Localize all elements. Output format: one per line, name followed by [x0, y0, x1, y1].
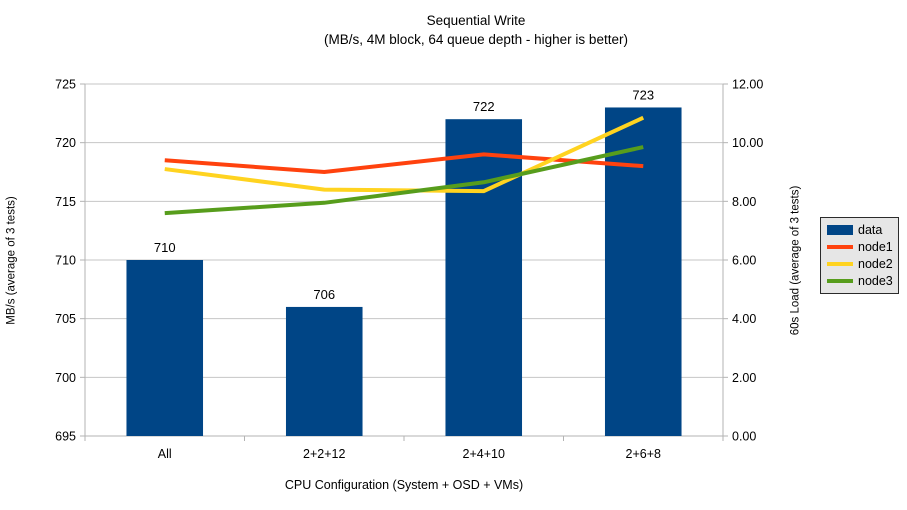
left-tick-label: 710 — [55, 254, 76, 268]
left-tick-label: 715 — [55, 195, 76, 209]
bar — [445, 119, 523, 436]
left-tick-label: 720 — [55, 136, 76, 150]
bar-value-label: 710 — [154, 240, 176, 255]
legend-item-node1: node1 — [827, 239, 893, 254]
series-line-node3 — [164, 145, 644, 216]
right-tick-label: 6.00 — [732, 254, 756, 268]
legend-label: data — [858, 222, 883, 237]
legend-label: node2 — [858, 257, 893, 272]
category-label: All — [158, 447, 172, 461]
right-tick-label: 8.00 — [732, 195, 756, 209]
category-label: 2+2+12 — [303, 447, 345, 461]
series-line-node2 — [164, 115, 645, 194]
bar — [604, 107, 682, 436]
legend-item-node3: node3 — [827, 274, 893, 289]
y-axis-title-right: 60s Load (average of 3 tests) — [789, 185, 802, 336]
chart-subtitle: (MB/s, 4M block, 64 queue depth - higher… — [324, 32, 628, 47]
chart-title: Sequential Write — [426, 13, 526, 28]
legend-swatch-node3 — [827, 279, 853, 284]
x-axis-title: CPU Configuration (System + OSD + VMs) — [284, 478, 524, 492]
right-tick-label: 12.00 — [732, 78, 763, 92]
right-tick-label: 2.00 — [732, 371, 756, 385]
left-tick-label: 695 — [55, 430, 76, 444]
legend-swatch-node2 — [827, 262, 853, 267]
category-label: 2+4+10 — [463, 447, 505, 461]
category-label: 2+6+8 — [626, 447, 662, 461]
right-tick-label: 10.00 — [732, 136, 763, 150]
left-tick-label: 700 — [55, 371, 76, 385]
bar — [126, 260, 204, 436]
legend-item-data: data — [827, 223, 892, 237]
legend-swatch-data — [827, 224, 853, 235]
left-tick-label: 705 — [55, 312, 76, 326]
legend: data node1 node2 node3 — [820, 217, 899, 294]
legend-label: node3 — [858, 274, 893, 289]
right-tick-label: 4.00 — [732, 312, 756, 326]
bar-value-label: 722 — [473, 99, 495, 114]
y-axis-title-left: MB/s (average of 3 tests) — [5, 196, 18, 325]
legend-label: node1 — [858, 239, 893, 254]
right-tick-label: 0.00 — [732, 430, 756, 444]
bar-value-label: 706 — [313, 287, 335, 302]
bar — [285, 306, 363, 436]
legend-swatch-node1 — [827, 244, 853, 249]
left-tick-label: 725 — [55, 78, 76, 92]
chart-header: Sequential Write (MB/s, 4M block, 64 que… — [45, 11, 907, 49]
bar-value-label: 723 — [632, 87, 654, 102]
series-line-node1 — [164, 152, 644, 175]
legend-item-node2: node2 — [827, 257, 893, 272]
